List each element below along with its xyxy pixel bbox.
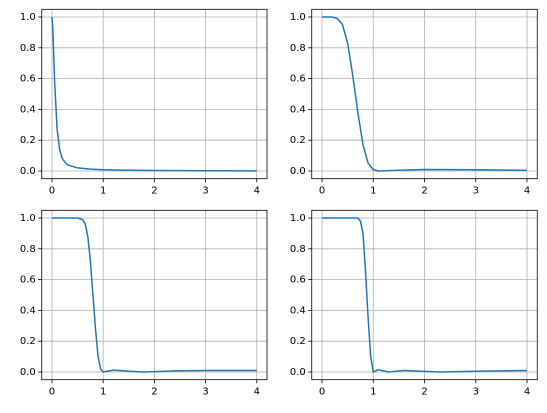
line-series bbox=[51, 16, 257, 172]
y-tick-label: 1.0 bbox=[20, 12, 36, 23]
x-tick-label: 3 bbox=[473, 186, 479, 197]
x-tick-label: 4 bbox=[524, 387, 530, 398]
y-tick-label: 0.0 bbox=[290, 166, 306, 177]
y-tick-label: 0.8 bbox=[290, 43, 306, 54]
x-tick-label: 0 bbox=[319, 186, 325, 197]
x-tick-label: 0 bbox=[319, 387, 325, 398]
x-tick-label: 0 bbox=[49, 387, 55, 398]
axes-frame bbox=[311, 8, 538, 180]
y-tick-label: 0.2 bbox=[290, 135, 306, 146]
axes-frame bbox=[41, 209, 268, 381]
x-tick-label: 1 bbox=[370, 387, 376, 398]
x-tick-label: 2 bbox=[421, 186, 427, 197]
y-tick-label: 0.8 bbox=[20, 244, 36, 255]
y-tick-label: 0.4 bbox=[290, 104, 306, 115]
x-tick-label: 3 bbox=[202, 387, 208, 398]
x-tick-label: 1 bbox=[370, 186, 376, 197]
y-tick-label: 0.0 bbox=[20, 367, 36, 378]
axes-frame bbox=[311, 209, 538, 381]
y-tick-label: 0.8 bbox=[290, 244, 306, 255]
x-tick-label: 4 bbox=[254, 186, 260, 197]
x-tick-label: 2 bbox=[421, 387, 427, 398]
y-tick-label: 0.2 bbox=[290, 336, 306, 347]
y-tick-label: 0.6 bbox=[290, 275, 306, 286]
line-series bbox=[322, 217, 528, 373]
y-tick-label: 0.6 bbox=[290, 74, 306, 85]
y-tick-label: 0.4 bbox=[20, 104, 36, 115]
y-tick-label: 0.8 bbox=[20, 43, 36, 54]
y-tick-label: 0.0 bbox=[20, 166, 36, 177]
y-tick-label: 1.0 bbox=[20, 213, 36, 224]
line-series bbox=[51, 217, 257, 373]
x-tick-label: 4 bbox=[524, 186, 530, 197]
y-tick-label: 0.4 bbox=[290, 305, 306, 316]
x-tick-label: 2 bbox=[151, 387, 157, 398]
axes-frame bbox=[41, 8, 268, 180]
x-tick-label: 4 bbox=[254, 387, 260, 398]
y-tick-label: 0.6 bbox=[20, 74, 36, 85]
y-tick-label: 0.2 bbox=[20, 336, 36, 347]
x-tick-label: 1 bbox=[100, 186, 106, 197]
x-tick-label: 3 bbox=[473, 387, 479, 398]
y-tick-label: 0.2 bbox=[20, 135, 36, 146]
y-tick-label: 0.4 bbox=[20, 305, 36, 316]
x-tick-label: 0 bbox=[49, 186, 55, 197]
x-tick-label: 2 bbox=[151, 186, 157, 197]
y-tick-label: 1.0 bbox=[290, 213, 306, 224]
y-tick-label: 0.6 bbox=[20, 275, 36, 286]
y-tick-label: 0.0 bbox=[290, 367, 306, 378]
line-series bbox=[322, 16, 528, 172]
y-tick-label: 1.0 bbox=[290, 12, 306, 23]
x-tick-label: 3 bbox=[202, 186, 208, 197]
x-tick-label: 1 bbox=[100, 387, 106, 398]
